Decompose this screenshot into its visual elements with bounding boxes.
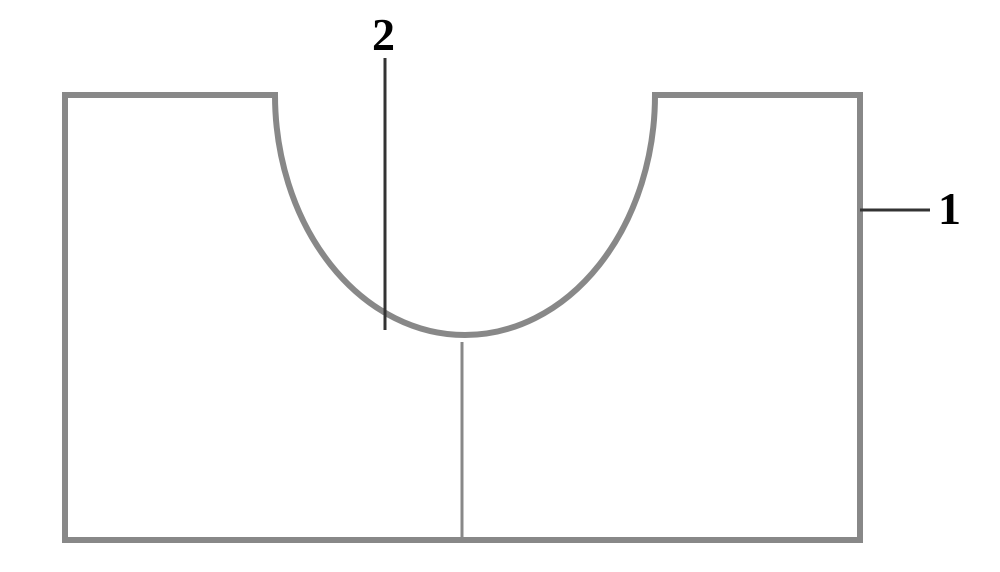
diagram-svg bbox=[0, 0, 1000, 567]
diagram-container: 2 1 bbox=[0, 0, 1000, 567]
label-2: 2 bbox=[372, 8, 395, 61]
label-1: 1 bbox=[938, 182, 961, 235]
